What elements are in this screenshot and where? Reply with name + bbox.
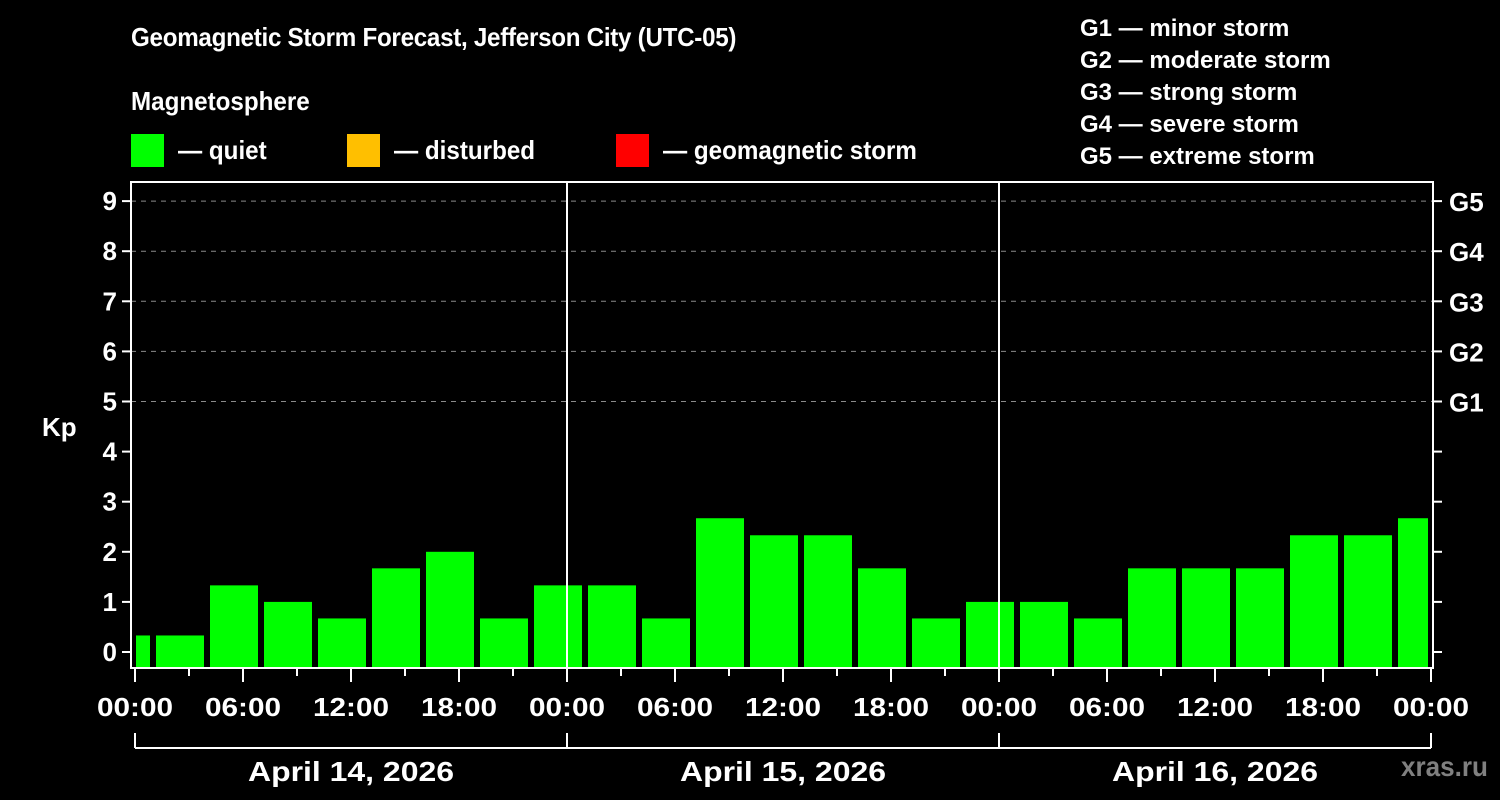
- kp-bar: [1290, 535, 1338, 667]
- x-tick-label: 18:00: [853, 692, 929, 722]
- storm-level-label: G5: [1449, 187, 1484, 217]
- legend-item-disturbed: — disturbed: [347, 134, 546, 167]
- y-tick-label: 9: [103, 186, 117, 216]
- y-tick-label: 3: [103, 487, 117, 517]
- storm-level-label: G3: [1449, 287, 1484, 317]
- day-label: April 15, 2026: [680, 756, 886, 787]
- y-axis-label: Kp: [42, 412, 77, 442]
- kp-bar: [1182, 568, 1230, 667]
- legend-heading: Magnetosphere: [131, 86, 310, 116]
- kp-bar: [318, 618, 366, 667]
- kp-bar: [1074, 618, 1122, 667]
- kp-bar: [858, 568, 906, 667]
- day-label: April 14, 2026: [248, 756, 454, 787]
- x-tick-label: 12:00: [1177, 692, 1253, 722]
- x-tick-label: 06:00: [1069, 692, 1145, 722]
- y-tick-label: 2: [103, 537, 117, 567]
- y-tick-label: 1: [103, 587, 117, 617]
- kp-bar: [1344, 535, 1392, 667]
- storm-scale-g4: G4 — severe storm: [1080, 111, 1299, 138]
- kp-bar: [642, 618, 690, 667]
- storm-scale-g2: G2 — moderate storm: [1080, 47, 1331, 74]
- storm-scale-g3: G3 — strong storm: [1080, 79, 1298, 106]
- kp-bar: [136, 635, 150, 667]
- disturbed-swatch: [347, 134, 380, 167]
- kp-bar: [1020, 601, 1068, 667]
- storm-swatch: [616, 134, 649, 167]
- kp-bar: [426, 551, 474, 667]
- legend-label: — quiet: [178, 135, 267, 165]
- quiet-swatch: [131, 134, 164, 167]
- storm-scale-g5: G5 — extreme storm: [1080, 143, 1315, 170]
- x-tick-label: 18:00: [1285, 692, 1361, 722]
- x-tick-label: 00:00: [529, 692, 605, 722]
- kp-bar: [912, 618, 960, 667]
- legend-item-quiet: — quiet: [131, 134, 273, 167]
- legend-label: — geomagnetic storm: [663, 135, 917, 165]
- watermark: xras.ru: [1401, 751, 1488, 782]
- kp-bar: [804, 535, 852, 667]
- kp-bar: [696, 518, 744, 667]
- x-tick-label: 00:00: [1393, 692, 1469, 722]
- kp-bar: [210, 585, 258, 667]
- kp-bar: [588, 585, 636, 667]
- y-tick-label: 6: [103, 336, 117, 366]
- y-tick-label: 0: [103, 637, 117, 667]
- legend-label: — disturbed: [394, 135, 536, 165]
- kp-bar: [966, 601, 1014, 667]
- y-tick-label: 4: [103, 437, 118, 467]
- y-tick-label: 5: [103, 387, 117, 417]
- kp-bar: [264, 601, 312, 667]
- kp-bar: [1236, 568, 1284, 667]
- chart-title: Geomagnetic Storm Forecast, Jefferson Ci…: [131, 22, 737, 52]
- x-tick-label: 12:00: [313, 692, 389, 722]
- x-tick-label: 18:00: [421, 692, 497, 722]
- storm-scale-legend: G1 — minor storm G2 — moderate storm G3 …: [1080, 14, 1331, 174]
- y-tick-label: 7: [103, 286, 117, 316]
- storm-scale-g1: G1 — minor storm: [1080, 15, 1290, 42]
- kp-bar: [480, 618, 528, 667]
- x-tick-label: 12:00: [745, 692, 821, 722]
- kp-bar: [156, 635, 204, 667]
- kp-bar: [372, 568, 420, 667]
- legend-item-storm: — geomagnetic storm: [616, 134, 936, 167]
- storm-level-label: G1: [1449, 388, 1484, 418]
- x-tick-label: 00:00: [97, 692, 173, 722]
- x-tick-label: 00:00: [961, 692, 1037, 722]
- storm-level-label: G2: [1449, 337, 1484, 367]
- x-tick-label: 06:00: [205, 692, 281, 722]
- kp-bar: [534, 585, 582, 667]
- storm-level-label: G4: [1449, 237, 1484, 267]
- kp-bar: [750, 535, 798, 667]
- x-tick-label: 06:00: [637, 692, 713, 722]
- kp-bar: [1398, 518, 1428, 667]
- kp-bar: [1128, 568, 1176, 667]
- day-label: April 16, 2026: [1112, 756, 1318, 787]
- y-tick-label: 8: [103, 236, 117, 266]
